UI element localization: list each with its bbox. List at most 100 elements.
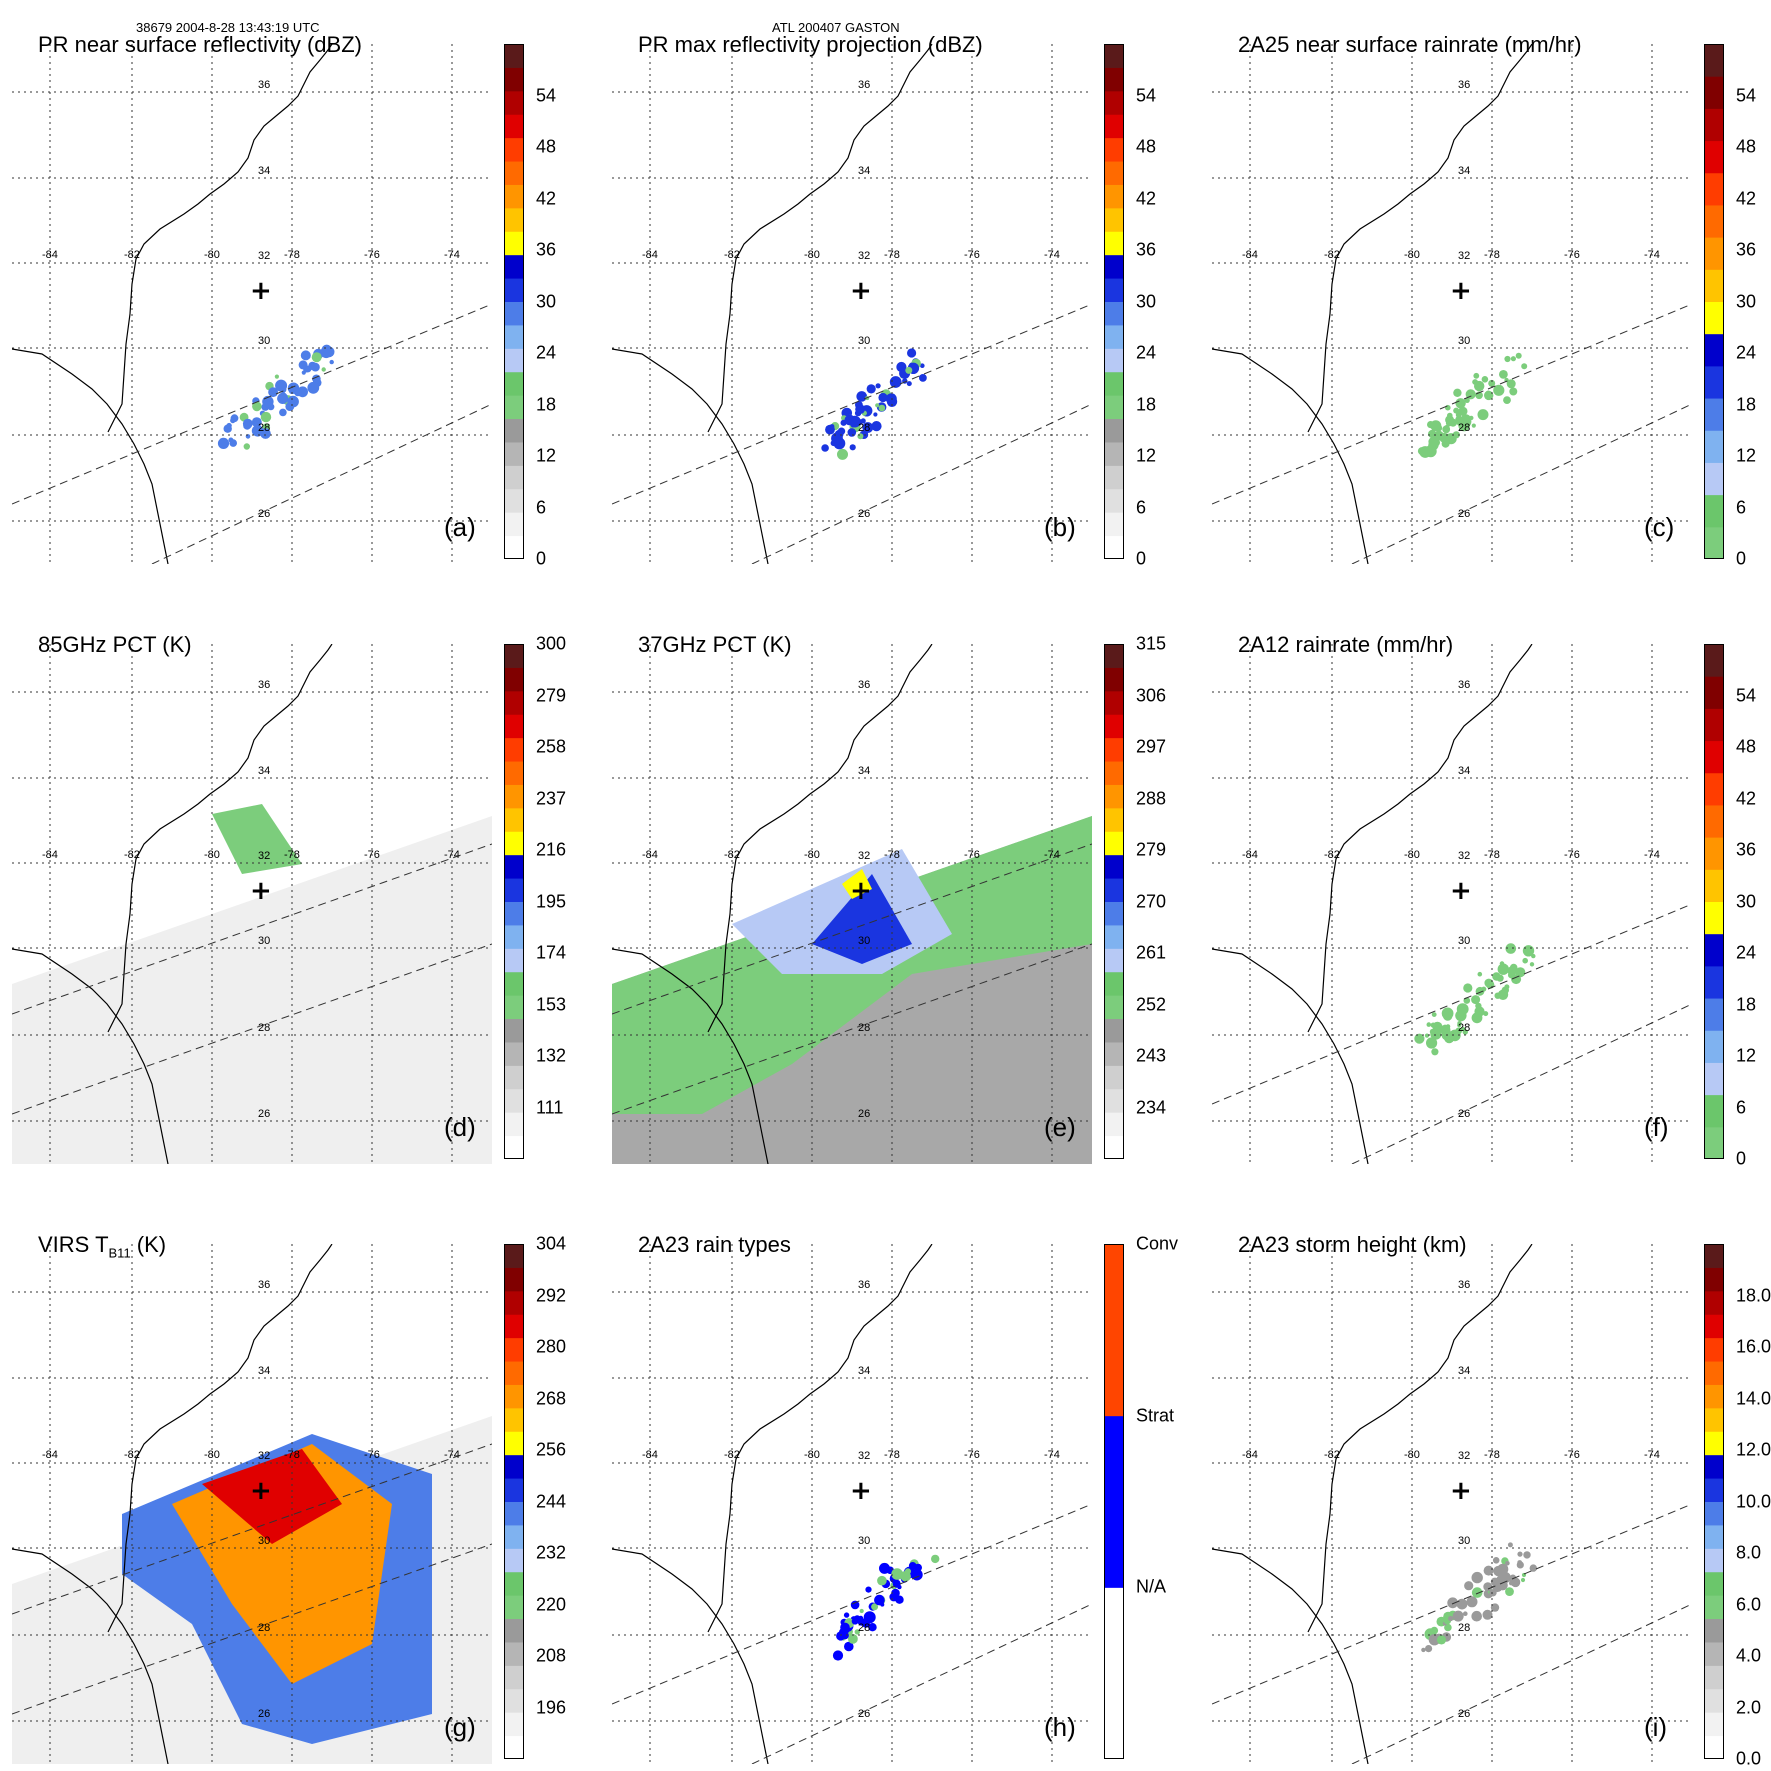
colorbar-segment: [504, 1641, 524, 1666]
swath-background: [12, 804, 492, 1164]
echo-cell: [1477, 409, 1489, 421]
echo-cell: [311, 362, 320, 372]
colorbar-segment: [504, 1431, 524, 1456]
scatter-field: [212, 804, 302, 874]
colorbar-segment: [504, 807, 524, 832]
colorbar-segment: [1704, 1407, 1724, 1432]
echo-cell: [832, 1650, 844, 1661]
lon-label: -74: [1644, 849, 1660, 861]
echo-cell: [323, 346, 335, 358]
echo-cell: [304, 365, 312, 373]
lon-label: -74: [444, 249, 460, 261]
colorbar-tick-label: 8.0: [1736, 1542, 1762, 1563]
swath-edge: [12, 303, 492, 505]
lat-label: 26: [1458, 1708, 1470, 1720]
echo-cell: [311, 352, 322, 363]
lat-label: 30: [858, 935, 870, 947]
echo-cell: [1439, 432, 1450, 443]
lon-label: -84: [1242, 249, 1258, 261]
echo-cell: [891, 1568, 903, 1580]
echo-cell: [1463, 1611, 1468, 1616]
echo-cell: [873, 412, 878, 417]
echo-cell: [1483, 1582, 1493, 1592]
echo-cell: [321, 367, 326, 372]
echo-cell: [1445, 1024, 1451, 1029]
lat-label: 26: [858, 1708, 870, 1720]
colorbar-frame: [1704, 644, 1724, 1159]
lat-label: 30: [258, 935, 270, 947]
colorbar-segment: [1704, 1337, 1724, 1362]
panel-title: 85GHz PCT (K): [38, 632, 192, 657]
echo-cell: [1466, 1596, 1478, 1608]
lat-label: 34: [858, 1365, 870, 1377]
echo-cell: [1488, 379, 1496, 387]
coastline: [12, 44, 333, 564]
lon-label: -74: [1044, 1449, 1060, 1461]
echo-cell: [1445, 415, 1455, 425]
colorbar-tick-label: 237: [536, 788, 567, 808]
lon-label: -80: [804, 249, 820, 261]
echo-cell: [243, 421, 252, 430]
coastline: [12, 644, 333, 1164]
colorbar-frame: [1704, 1244, 1724, 1759]
echo-cell: [1490, 1603, 1500, 1612]
lon-label: -76: [964, 249, 980, 261]
graticule-labels: -84 -82 -80 -78 -76 -74 36 34 32 30 28 26: [42, 1279, 460, 1720]
echo-cell: [931, 1554, 940, 1564]
swath-edge: [12, 1443, 492, 1615]
echo-cell: [908, 1562, 917, 1570]
lat-label: 26: [258, 1108, 270, 1120]
map-area: -84 -82 -80 -78 -76 -74 36 34 32 30 28 26 +: [612, 1244, 1092, 1764]
colorbar-tick-label: 111: [536, 1097, 564, 1117]
panel-letter: (i): [1644, 1712, 1668, 1742]
lon-label: -78: [284, 1449, 300, 1461]
echo-cell: [844, 1641, 854, 1652]
echo-cell: [1473, 372, 1480, 379]
graticule: [612, 44, 1092, 564]
colorbar-segment: [1104, 44, 1124, 68]
graticule-labels: -84 -82 -80 -78 -76 -74 36 34 32 30 28 26: [1242, 1279, 1660, 1720]
graticule-labels: -84 -82 -80 -78 -76 -74 36 34 32 30 28 26: [642, 79, 1060, 520]
lon-label: -82: [124, 1449, 140, 1461]
lat-label: 30: [1458, 1535, 1470, 1547]
colorbar-segment: [1104, 184, 1124, 209]
colorbar-segment: [504, 1337, 524, 1362]
colorbar-segment: [504, 301, 524, 326]
colorbar-segment: [1704, 1595, 1724, 1620]
lon-label: -74: [1644, 1449, 1660, 1461]
echo-cell: [1483, 1011, 1489, 1017]
swath-edges: [1212, 903, 1692, 1164]
colorbar-segment: [504, 924, 524, 949]
colorbar-segment: [504, 395, 524, 420]
coastline: [1212, 1244, 1533, 1764]
colorbar-tick-label: 132: [536, 1045, 567, 1066]
colorbar-segment: [1104, 831, 1124, 856]
colorbar-segment: [1104, 465, 1124, 490]
colorbar-tick-label: 18: [536, 394, 557, 414]
colorbar-segment: [1104, 878, 1124, 902]
panel-title: 2A12 rainrate (mm/hr): [1238, 632, 1454, 657]
colorbar-segment: [1104, 784, 1124, 809]
colorbar-segment: [504, 441, 524, 466]
colorbar-segment: [1104, 1587, 1124, 1759]
echo-cell: [1430, 1028, 1442, 1040]
graticule-labels: -84 -82 -80 -78 -76 -74 36 34 32 30 28 26: [1242, 79, 1660, 520]
colorbar-tick-label: 18: [1736, 394, 1757, 414]
echo-cell: [1453, 407, 1460, 414]
lat-label: 30: [858, 1535, 870, 1547]
swath-edge: [1351, 403, 1692, 564]
colorbar-segment: [504, 1065, 524, 1090]
echo-cell: [251, 425, 264, 437]
storm-center-marker: +: [1450, 1476, 1472, 1506]
colorbar-tick-label: 216: [536, 839, 567, 860]
colorbar-tick-label: 244: [536, 1491, 567, 1511]
lat-label: 28: [858, 422, 870, 434]
colorbar-segment: [504, 690, 524, 715]
colorbar: [1104, 1244, 1124, 1759]
echo-cell: [1445, 404, 1451, 411]
echo-cell: [843, 1612, 850, 1618]
colorbar-segment: [1704, 1641, 1724, 1666]
swath-edge: [1351, 1603, 1692, 1764]
colorbar-tick-label: 12: [1736, 445, 1757, 466]
colorbar-segment: [1704, 772, 1724, 806]
